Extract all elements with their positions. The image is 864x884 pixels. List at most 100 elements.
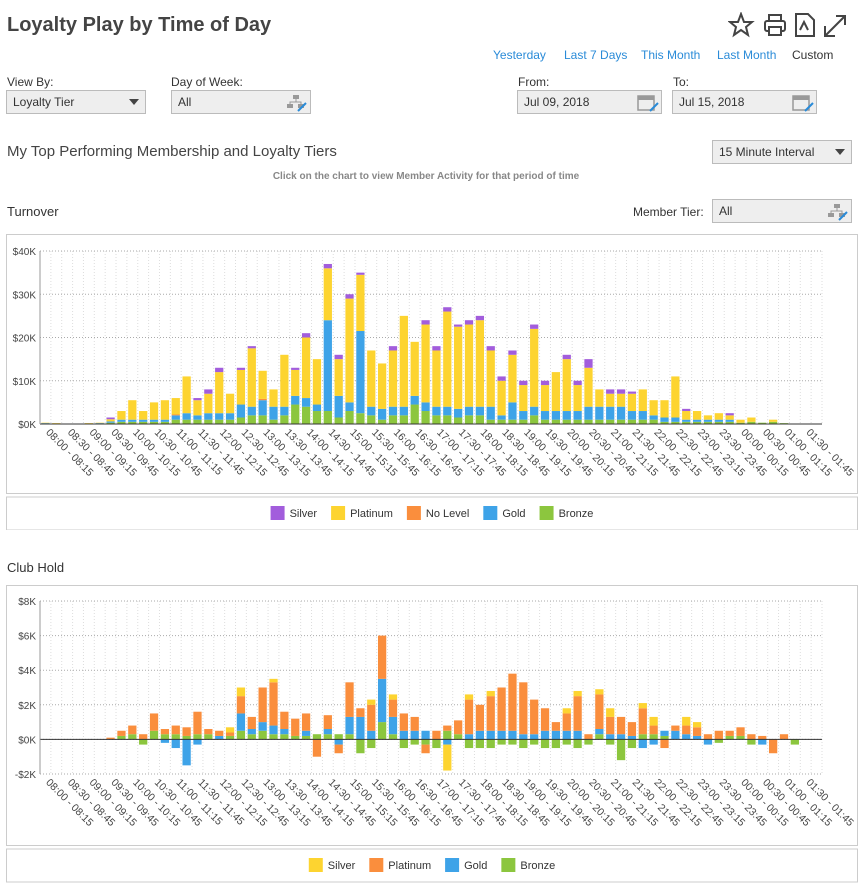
bar — [497, 380, 506, 416]
bar — [367, 730, 376, 740]
bar — [247, 348, 256, 407]
bar — [236, 687, 246, 697]
bar — [562, 739, 571, 745]
bar — [356, 716, 365, 740]
range-link[interactable]: Last 7 Days — [564, 48, 628, 62]
bar — [247, 716, 256, 730]
bar — [236, 404, 246, 418]
bar — [301, 333, 311, 338]
field-label: To: — [673, 75, 690, 89]
bar — [160, 729, 170, 735]
dropdown[interactable]: Loyalty Tier — [6, 90, 146, 114]
bar — [171, 734, 180, 740]
range-link[interactable]: Custom — [792, 48, 834, 62]
bar — [562, 359, 571, 412]
bar — [193, 419, 202, 424]
bar — [551, 739, 561, 749]
bar — [725, 421, 734, 424]
bar — [638, 411, 647, 420]
bar — [269, 682, 278, 726]
bar — [225, 393, 235, 414]
bar — [519, 419, 528, 424]
bar — [225, 413, 235, 420]
bar — [454, 734, 463, 740]
legend-swatch — [308, 858, 323, 872]
bar — [139, 419, 148, 422]
y-tick-label: $0K — [18, 420, 36, 431]
bar — [562, 708, 571, 714]
bar — [606, 739, 615, 745]
bar — [204, 729, 213, 735]
bar — [160, 421, 170, 424]
date-input[interactable]: Jul 15, 2018 — [672, 90, 817, 114]
bar — [367, 704, 376, 731]
bar — [182, 727, 191, 736]
expand-icon[interactable] — [824, 15, 846, 37]
bar — [682, 734, 691, 740]
picker[interactable]: All — [171, 90, 311, 114]
pdf-icon[interactable] — [795, 13, 815, 37]
bar — [454, 417, 463, 424]
legend: Silver Platinum Gold Bronze — [308, 858, 555, 872]
legend-label: Gold — [502, 508, 525, 520]
bar — [258, 687, 267, 723]
picker-icon — [287, 95, 307, 112]
bar — [692, 735, 702, 740]
y-tick-label: $0K — [18, 735, 36, 746]
bar — [530, 328, 539, 407]
bar — [530, 734, 539, 740]
bar — [215, 413, 224, 420]
bar — [280, 415, 289, 424]
legend-label: Gold — [464, 860, 487, 872]
bar — [149, 402, 159, 420]
range-link[interactable]: This Month — [641, 48, 701, 62]
picker[interactable]: All — [712, 199, 852, 223]
bar — [540, 385, 550, 412]
legend-label: Platinum — [350, 508, 393, 520]
chart-frame — [6, 234, 858, 494]
bar — [573, 696, 582, 731]
bar — [649, 419, 658, 424]
bar — [562, 730, 571, 740]
bar — [649, 415, 658, 420]
bar — [301, 713, 311, 731]
date-input[interactable]: Jul 09, 2018 — [517, 90, 662, 114]
bar — [649, 716, 658, 726]
bar — [508, 739, 517, 745]
bar — [692, 419, 702, 422]
range-link[interactable]: Yesterday — [493, 48, 546, 62]
bar — [280, 354, 289, 407]
print-icon[interactable] — [764, 14, 786, 36]
bar — [540, 708, 550, 731]
bar — [519, 739, 528, 749]
bar — [432, 406, 441, 416]
bar — [638, 703, 647, 709]
bar — [388, 699, 398, 717]
bar — [584, 419, 593, 424]
bar — [377, 678, 387, 723]
hint: Click on the chart to view Member Activi… — [272, 171, 580, 182]
bar — [768, 739, 778, 754]
bar — [160, 739, 170, 743]
bar — [291, 718, 300, 736]
bar — [606, 708, 615, 717]
bar — [638, 708, 647, 735]
bar — [399, 739, 408, 749]
bar — [508, 419, 517, 424]
bar — [204, 734, 213, 740]
favorite-icon[interactable] — [728, 12, 755, 38]
bar — [225, 419, 235, 424]
dropdown[interactable]: 15 Minute Interval — [712, 140, 852, 164]
bar — [497, 739, 506, 745]
range-link[interactable]: Last Month — [717, 48, 777, 62]
bar — [530, 415, 539, 424]
bar — [301, 406, 311, 424]
bar — [584, 367, 593, 407]
chart-title: Club Hold — [7, 560, 65, 575]
toolbar-icons[interactable] — [728, 12, 852, 38]
bar — [367, 415, 376, 424]
bar — [171, 739, 180, 749]
